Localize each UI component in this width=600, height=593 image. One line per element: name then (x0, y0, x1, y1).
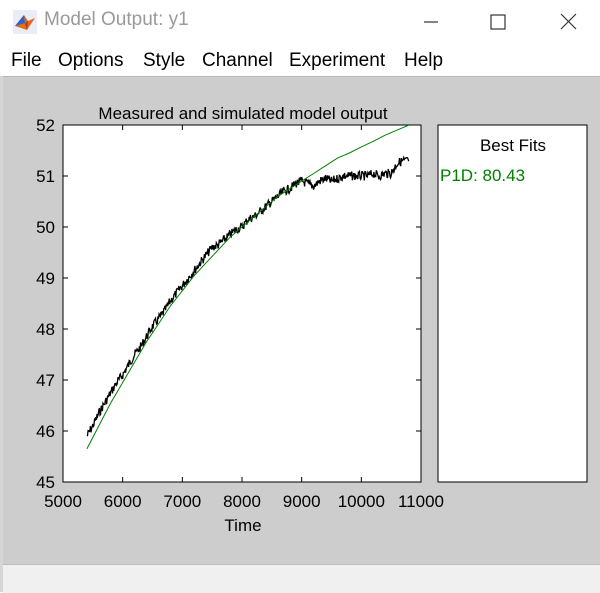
y-tick-label: 49 (36, 269, 55, 288)
x-tick-label: 7000 (163, 492, 201, 511)
menu-help[interactable]: Help (404, 50, 444, 71)
y-tick-label: 51 (36, 167, 55, 186)
y-tick-label: 47 (36, 371, 55, 390)
menu-experiment[interactable]: Experiment (289, 50, 386, 71)
status-strip (3, 564, 600, 593)
menu-options[interactable]: Options (58, 50, 124, 71)
chart-title: Measured and simulated model output (98, 104, 387, 123)
maximize-button[interactable] (478, 6, 518, 38)
title-bar: Model Output: y1 (0, 0, 600, 44)
x-axis-label: Time (224, 516, 261, 535)
x-tick-label: 9000 (283, 492, 321, 511)
fit-entry-p1d[interactable]: P1D: 80.43 (440, 166, 525, 185)
y-tick-label: 46 (36, 422, 55, 441)
x-tick-label: 10000 (338, 492, 385, 511)
x-tick-label: 8000 (223, 492, 261, 511)
minimize-button[interactable] (410, 6, 450, 38)
background-window-edge (0, 76, 3, 592)
menu-bar: File Options Style Channel Experiment He… (0, 44, 600, 76)
best-fits-panel (437, 124, 588, 483)
y-tick-label: 45 (36, 473, 55, 492)
x-tick-label: 6000 (104, 492, 142, 511)
y-tick-label: 52 (36, 116, 55, 135)
series-simulated-line (86, 125, 410, 450)
y-axis: 45 46 47 48 49 50 51 52 (36, 116, 421, 492)
matlab-membrane-icon (13, 10, 37, 34)
x-tick-label: 11000 (398, 492, 444, 511)
y-tick-label: 50 (36, 218, 55, 237)
menu-file[interactable]: File (11, 50, 42, 71)
best-fits-title: Best Fits (480, 136, 546, 155)
plot-area[interactable] (62, 124, 422, 483)
menu-style[interactable]: Style (143, 50, 186, 71)
menu-channel[interactable]: Channel (202, 50, 273, 71)
x-tick-label: 5000 (44, 492, 82, 511)
series-layer (86, 125, 410, 450)
y-tick-label: 48 (36, 320, 55, 339)
close-button[interactable] (548, 6, 588, 38)
x-axis: 5000 6000 7000 8000 9000 10000 11000 (44, 125, 444, 511)
window-title: Model Output: y1 (44, 9, 189, 30)
